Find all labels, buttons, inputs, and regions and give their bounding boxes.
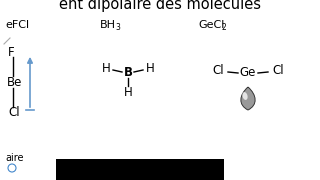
Text: aire: aire	[5, 153, 23, 163]
Text: BH: BH	[100, 20, 116, 30]
Text: H: H	[124, 87, 132, 100]
Text: eFCl: eFCl	[5, 20, 29, 30]
Bar	[56, 159, 224, 180]
Text: Be: Be	[7, 75, 22, 89]
Text: H: H	[146, 62, 154, 75]
Text: Ge: Ge	[240, 66, 256, 80]
PathPatch shape	[241, 87, 255, 110]
Text: Cl: Cl	[8, 105, 20, 118]
Text: H: H	[102, 62, 110, 75]
Ellipse shape	[242, 92, 248, 100]
Text: B: B	[124, 66, 132, 80]
Text: GeCl: GeCl	[198, 20, 224, 30]
Text: 2: 2	[222, 23, 227, 32]
Text: ent dipolaire des molécules: ent dipolaire des molécules	[59, 0, 261, 12]
Text: F: F	[8, 46, 15, 58]
Text: Cl: Cl	[212, 64, 224, 76]
Text: Cl: Cl	[272, 64, 284, 76]
Text: 3: 3	[115, 23, 120, 32]
